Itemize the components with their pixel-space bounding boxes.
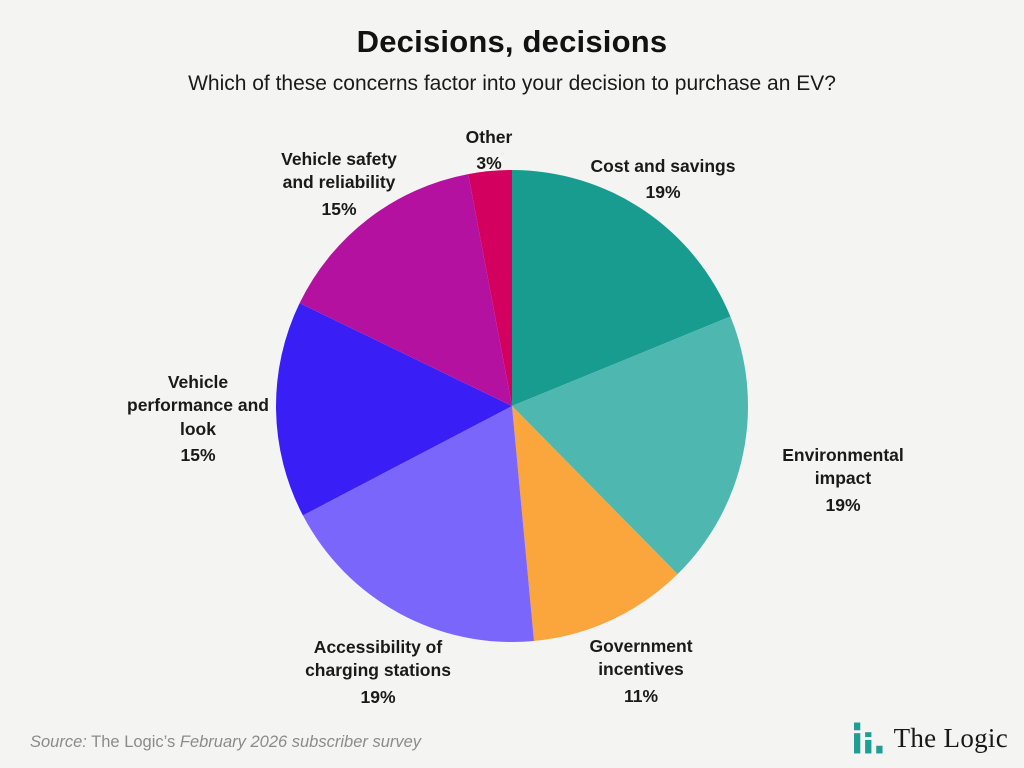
source-prefix: Source: — [30, 733, 87, 751]
source-publication: The Logic’s — [91, 733, 176, 751]
slice-label-pct: 15% — [321, 198, 357, 219]
slice-label-vehicle-performance-and-look: Vehicle performance and look 15% — [127, 371, 269, 467]
slice-label-text: Environmental impact — [782, 445, 904, 489]
pie-chart — [276, 170, 748, 642]
logo-bars-icon — [853, 722, 883, 754]
source-note: Source: The Logic’s February 2026 subscr… — [30, 733, 421, 752]
chart-subtitle: Which of these concerns factor into your… — [188, 72, 836, 95]
logo: The Logic — [853, 722, 1008, 754]
slice-label-text: Government incentives — [589, 636, 693, 680]
pie-slice-government-incentives — [512, 406, 678, 641]
pie-slice-cost-and-savings — [512, 170, 731, 406]
pie-slice-environmental-impact — [512, 316, 748, 575]
source-description: February 2026 subscriber survey — [179, 733, 422, 751]
slice-label-pct: 11% — [623, 685, 659, 706]
slice-label-vehicle-safety-and-reliability: Vehicle safety and reliability 15% — [281, 148, 397, 221]
slice-label-text: Vehicle safety and reliability — [281, 149, 397, 193]
slice-label-text: Vehicle performance and look — [127, 372, 269, 439]
slice-label-government-incentives: Government incentives 11% — [589, 635, 692, 708]
slice-label-text: Other — [465, 127, 513, 147]
slice-label-pct: 19% — [645, 182, 681, 203]
logo-wordmark: The Logic — [893, 722, 1008, 753]
slice-label-pct: 19% — [360, 686, 396, 707]
slice-label-cost-and-savings: Cost and savings 19% — [591, 155, 736, 205]
slice-label-pct: 19% — [825, 494, 861, 515]
slice-label-other: Other 3% — [466, 126, 513, 176]
pie-slice-accessibility-of-charging-stations — [302, 406, 534, 642]
pie-slice-vehicle-performance-and-look — [276, 303, 512, 516]
slice-label-pct: 3% — [476, 153, 502, 174]
slice-label-text: Cost and savings — [590, 156, 736, 176]
pie-slice-vehicle-safety-and-reliability — [299, 174, 512, 406]
slice-label-environmental-impact: Environmental impact 19% — [753, 444, 934, 517]
slice-label-text: Accessibility of charging stations — [305, 637, 451, 681]
slice-label-accessibility-of-charging-stations: Accessibility of charging stations 19% — [305, 636, 451, 709]
chart-title: Decisions, decisions — [356, 24, 668, 59]
pie-slice-other — [468, 170, 512, 406]
slice-label-pct: 15% — [180, 444, 216, 465]
